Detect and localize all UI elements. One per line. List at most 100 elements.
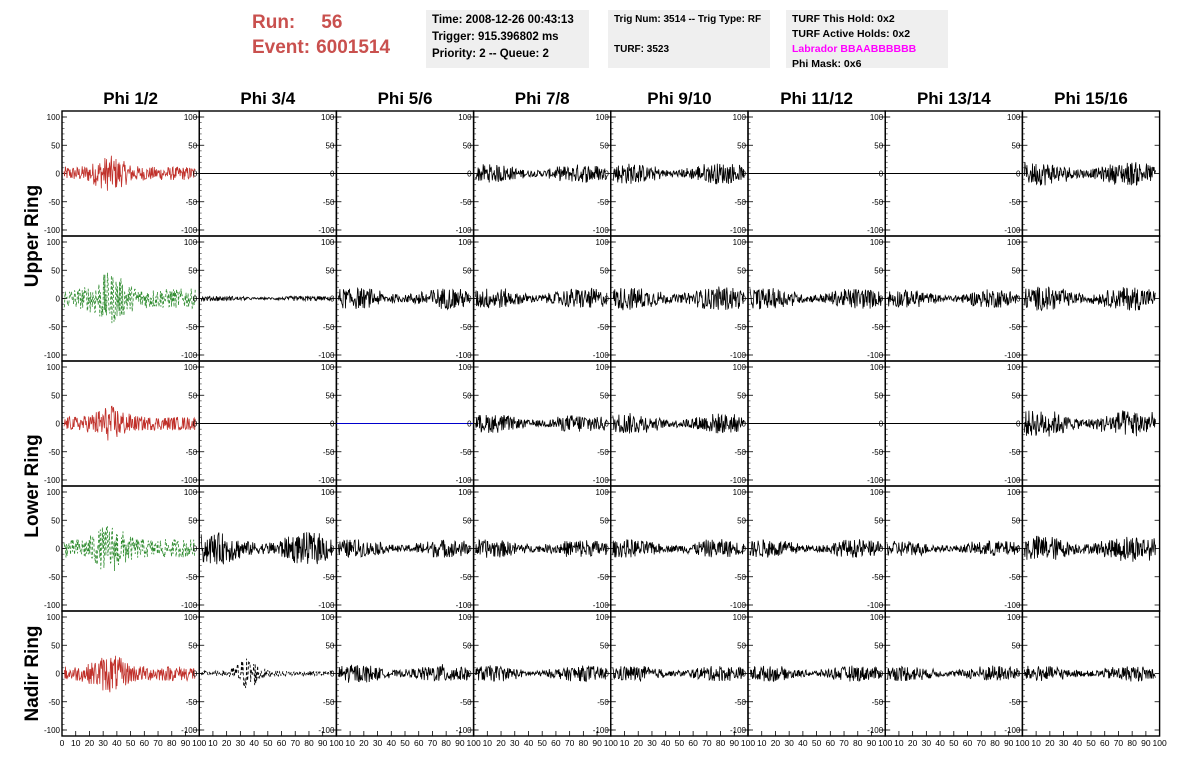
y-tick-label: 100: [870, 613, 884, 622]
x-tick-label: 60: [277, 738, 287, 748]
y-tick-label: 50: [600, 516, 609, 525]
y-tick-label: -100: [318, 601, 335, 610]
y-tick-label: 100: [595, 363, 609, 372]
y-tick-label: 50: [325, 391, 334, 400]
y-tick-label: -100: [593, 226, 610, 235]
waveform-trace: [338, 664, 470, 683]
y-tick-label: 50: [325, 141, 334, 150]
y-tick-label: -50: [872, 198, 884, 207]
x-tick-label: 60: [551, 738, 561, 748]
x-tick-label: 100: [604, 738, 618, 748]
y-tick-label: -50: [1009, 698, 1021, 707]
waveform-trace: [63, 526, 196, 572]
y-tick-label: -100: [1004, 476, 1021, 485]
y-tick-label: 0: [879, 545, 884, 554]
y-tick-label: -50: [186, 323, 198, 332]
x-tick-label: 30: [236, 738, 246, 748]
y-tick-label: 100: [870, 238, 884, 247]
y-tick-label: 0: [193, 420, 198, 429]
y-tick-label: -50: [734, 573, 746, 582]
y-tick-label: 50: [874, 516, 883, 525]
y-tick-label: 0: [604, 295, 609, 304]
x-tick-label: 80: [167, 738, 177, 748]
x-tick-label: 80: [441, 738, 451, 748]
x-tick-label: 30: [922, 738, 932, 748]
x-tick-label: 50: [675, 738, 685, 748]
run-row: Run: 56: [252, 10, 420, 35]
x-tick-label: 70: [428, 738, 438, 748]
x-tick-label: 10: [71, 738, 81, 748]
y-tick-label: -50: [1009, 198, 1021, 207]
x-tick-label: 30: [1059, 738, 1069, 748]
waveform-trace: [63, 272, 196, 324]
y-tick-label: -50: [460, 198, 472, 207]
y-tick-label: 0: [1016, 545, 1021, 554]
run-label: Run:: [252, 12, 296, 33]
x-tick-label: 60: [414, 738, 424, 748]
y-tick-label: 50: [600, 641, 609, 650]
waveform-trace: [1024, 535, 1156, 562]
x-tick-label: 50: [537, 738, 547, 748]
y-tick-label: -50: [460, 573, 472, 582]
y-tick-label: -100: [730, 226, 747, 235]
x-tick-label: 70: [702, 738, 712, 748]
waveform-trace: [475, 414, 608, 433]
y-tick-label: -100: [181, 601, 198, 610]
y-tick-label: 100: [733, 113, 747, 122]
y-tick-label: 100: [184, 113, 198, 122]
waveform-trace: [475, 164, 608, 183]
y-tick-label: 0: [879, 670, 884, 679]
x-tick-label: 70: [1114, 738, 1124, 748]
x-tick-label: 10: [483, 738, 493, 748]
x-tick-label: 90: [730, 738, 740, 748]
y-tick-label: 50: [463, 391, 472, 400]
x-tick-label: 20: [496, 738, 506, 748]
waveform-trace: [475, 287, 608, 309]
y-tick-label: -50: [734, 198, 746, 207]
x-tick-label: 50: [263, 738, 273, 748]
y-tick-label: 100: [458, 238, 472, 247]
y-tick-label: 0: [604, 420, 609, 429]
y-tick-label: 50: [51, 141, 60, 150]
y-tick-label: -100: [730, 476, 747, 485]
y-tick-label: -50: [734, 323, 746, 332]
phi-mask-text: Phi Mask: 0x6: [792, 58, 862, 70]
y-tick-label: 50: [188, 641, 197, 650]
waveform-trace: [475, 665, 608, 683]
x-tick-label: 100: [467, 738, 481, 748]
y-tick-label: 50: [874, 641, 883, 650]
y-tick-label: -50: [597, 323, 609, 332]
y-tick-label: 50: [325, 516, 334, 525]
y-tick-label: -50: [48, 698, 60, 707]
y-tick-label: 50: [737, 641, 746, 650]
y-tick-label: -100: [181, 226, 198, 235]
y-tick-label: 0: [193, 295, 198, 304]
y-tick-label: 100: [47, 238, 61, 247]
y-tick-label: -100: [867, 601, 884, 610]
y-tick-label: 0: [879, 420, 884, 429]
waveform-trace: [612, 286, 745, 311]
y-tick-label: -100: [867, 726, 884, 735]
waveform-trace: [63, 655, 196, 693]
column-header: Phi 13/14: [917, 89, 991, 108]
y-tick-label: -100: [593, 351, 610, 360]
y-tick-label: 100: [733, 488, 747, 497]
y-tick-label: -50: [186, 198, 198, 207]
x-tick-label: 20: [771, 738, 781, 748]
y-tick-label: -50: [872, 573, 884, 582]
y-tick-label: 100: [321, 113, 335, 122]
x-tick-label: 50: [126, 738, 136, 748]
y-tick-label: 0: [56, 670, 61, 679]
y-tick-label: 50: [463, 641, 472, 650]
waveform-trace: [200, 658, 333, 689]
x-tick-label: 40: [661, 738, 671, 748]
y-tick-label: 100: [595, 488, 609, 497]
y-tick-label: -100: [181, 726, 198, 735]
event-value: 6001514: [316, 37, 391, 58]
run-event-box: Run: 56 Event: 6001514: [252, 10, 420, 66]
x-tick-label: 70: [153, 738, 163, 748]
y-tick-label: -50: [186, 698, 198, 707]
y-tick-label: -100: [456, 476, 473, 485]
waveform-trace: [886, 540, 1019, 557]
y-tick-label: -50: [872, 698, 884, 707]
